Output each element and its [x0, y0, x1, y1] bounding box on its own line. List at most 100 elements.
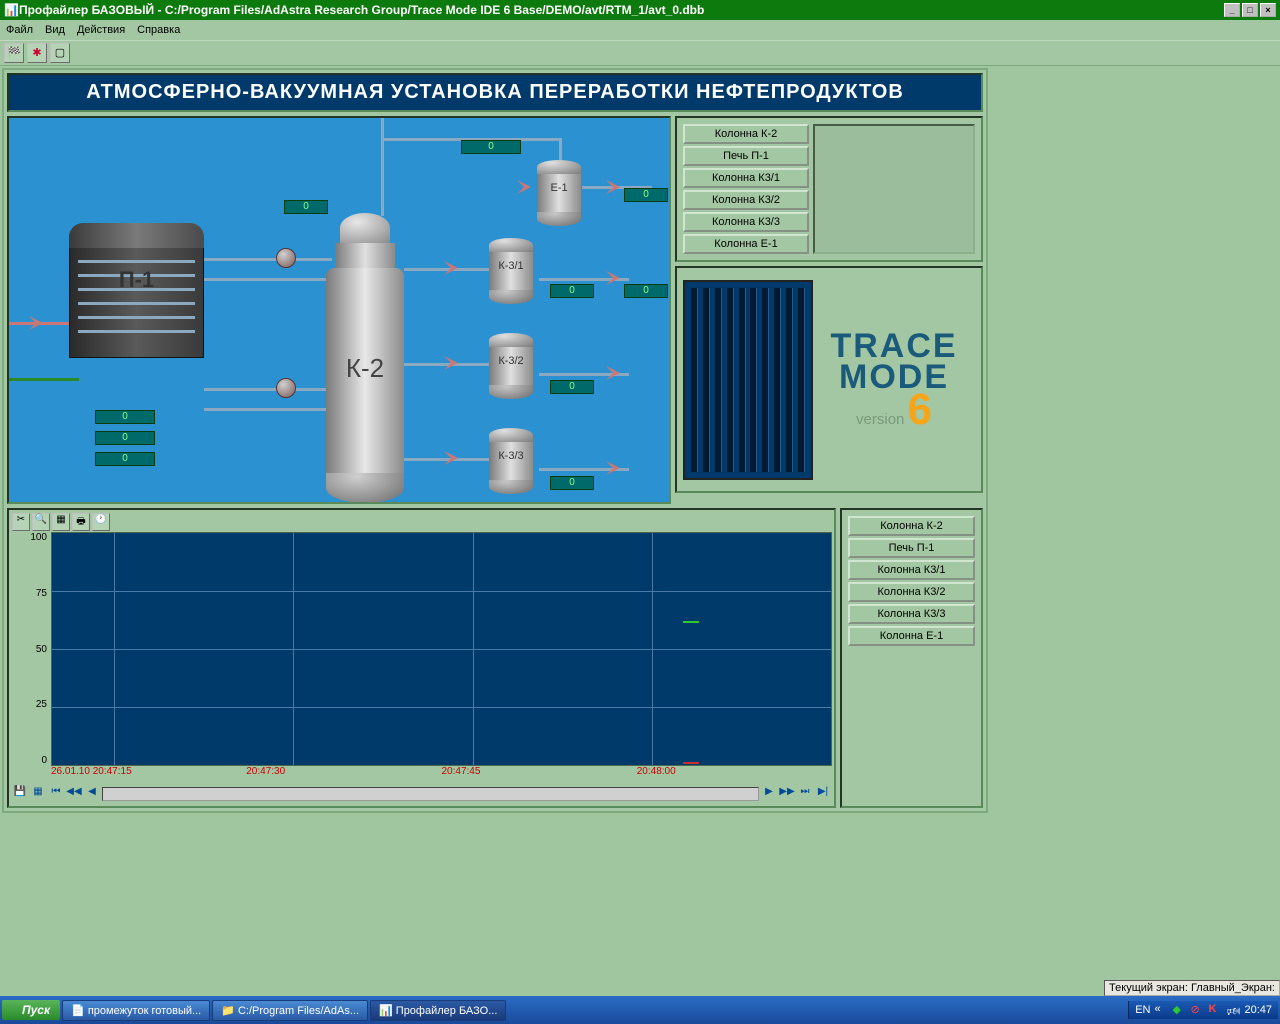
menubar: Файл Вид Дeйствия Справка	[0, 20, 1280, 40]
pump-icon[interactable]	[276, 248, 296, 268]
trend-save-icon[interactable]: 💾	[12, 786, 28, 802]
vessel-e1[interactable]: Е-1	[537, 160, 581, 226]
readout: 0	[550, 380, 594, 394]
trend-back-icon[interactable]: ◀	[84, 786, 100, 802]
maximize-button[interactable]: □	[1242, 3, 1258, 17]
pipe	[204, 278, 332, 281]
taskbar: Пуск 📄 промежуток готовый... 📁 C:/Progra…	[0, 996, 1280, 1024]
trend-tool-table-icon[interactable]: ▦	[52, 513, 70, 531]
start-button[interactable]: Пуск	[2, 1000, 60, 1020]
nav-btn-k33[interactable]: Колонна К3/3	[683, 212, 809, 232]
valve-icon[interactable]	[444, 451, 458, 465]
pipe-outlet	[9, 378, 79, 381]
menu-view[interactable]: Вид	[45, 24, 65, 36]
valve-icon[interactable]	[606, 271, 620, 285]
trend-prev-icon[interactable]: ◀◀	[66, 786, 82, 802]
trend-panel: ✂ 🔍 ▦ 🖶 🕐 100 75 50 25 0	[7, 508, 836, 808]
plot-mark-green	[683, 621, 699, 623]
vessel-k31[interactable]: К-3/1	[489, 238, 533, 304]
trend-tool-cut-icon[interactable]: ✂	[12, 513, 30, 531]
trend-controls: 💾 ▦ ⏮ ◀◀ ◀ ▶ ▶▶ ⏭ ▶|	[11, 784, 832, 804]
logo-panel: TRACE MODE version 6	[675, 266, 983, 493]
nav-panel-bottom: Колонна К-2 Печь П-1 Колонна К3/1 Колонн…	[840, 508, 983, 808]
tray-lang[interactable]: EN	[1135, 1004, 1150, 1016]
trend-cal-icon[interactable]: ▦	[30, 786, 46, 802]
vessel-k32[interactable]: К-3/2	[489, 333, 533, 399]
trend-scrollbar[interactable]	[102, 787, 759, 801]
vessel-k2[interactable]: К-2	[326, 213, 404, 503]
nav2-btn-p1[interactable]: Печь П-1	[848, 538, 975, 558]
readout: 0	[461, 140, 521, 154]
tray-vol-icon[interactable]: 🕬	[1226, 1003, 1240, 1017]
tray-block-icon[interactable]: ⊘	[1190, 1003, 1204, 1017]
tool-flag-icon[interactable]: 🏁	[4, 43, 24, 63]
y-tick: 75	[11, 588, 47, 599]
nav2-btn-k2[interactable]: Колонна К-2	[848, 516, 975, 536]
tray-shield-icon[interactable]: ◆	[1172, 1003, 1186, 1017]
pump-icon[interactable]	[276, 378, 296, 398]
trend-first-icon[interactable]: ⏮	[48, 786, 64, 802]
vessel-e1-label: Е-1	[537, 182, 581, 194]
tool-screen-icon[interactable]: ▢	[50, 43, 70, 63]
trend-next-icon[interactable]: ▶▶	[779, 786, 795, 802]
x-tick: 20:48:00	[637, 766, 832, 784]
taskbar-item-label: Профайлер БАЗО...	[396, 1005, 498, 1017]
y-tick: 25	[11, 699, 47, 710]
app-icon: 📊	[4, 3, 19, 17]
logo-6: 6	[907, 385, 931, 434]
trend-tool-clock-icon[interactable]: 🕐	[92, 513, 110, 531]
trend-play-icon[interactable]: ▶|	[815, 786, 831, 802]
vessel-k2-label: К-2	[326, 353, 404, 384]
nav-btn-e1[interactable]: Колонна Е-1	[683, 234, 809, 254]
menu-file[interactable]: Файл	[6, 24, 33, 36]
readout: 0	[95, 431, 155, 445]
vessel-p1[interactable]: П-1	[69, 223, 204, 358]
scada-window: АТМОСФЕРНО-ВАКУУМНАЯ УСТАНОВКА ПЕРЕРАБОТ…	[2, 68, 988, 813]
nav-btn-k2[interactable]: Колонна К-2	[683, 124, 809, 144]
process-diagram: П-1 К-2 Е-1	[7, 116, 671, 504]
vessel-k32-label: К-3/2	[489, 355, 533, 367]
nav2-btn-e1[interactable]: Колонна Е-1	[848, 626, 975, 646]
pipe	[381, 118, 384, 216]
menu-help[interactable]: Справка	[137, 24, 180, 36]
minimize-button[interactable]: _	[1224, 3, 1240, 17]
tray-arrow-icon[interactable]: «	[1154, 1003, 1168, 1017]
trend-tool-print-icon[interactable]: 🖶	[72, 513, 90, 531]
valve-icon[interactable]	[29, 316, 43, 330]
nav-btn-k31[interactable]: Колонна К3/1	[683, 168, 809, 188]
nav2-btn-k33[interactable]: Колонна К3/3	[848, 604, 975, 624]
trend-fwd-icon[interactable]: ▶	[761, 786, 777, 802]
readout: 0	[624, 284, 668, 298]
valve-icon[interactable]	[444, 356, 458, 370]
trend-plot[interactable]	[51, 532, 832, 766]
nav-btn-k32[interactable]: Колонна К3/2	[683, 190, 809, 210]
valve-icon[interactable]	[517, 180, 531, 194]
taskbar-item[interactable]: 📄 промежуток готовый...	[62, 1000, 210, 1021]
tool-run-icon[interactable]: ✱	[27, 43, 47, 63]
valve-icon[interactable]	[606, 180, 620, 194]
readout: 0	[284, 200, 328, 214]
nav2-btn-k31[interactable]: Колонна К3/1	[848, 560, 975, 580]
taskbar-item-active[interactable]: 📊 Профайлер БАЗО...	[370, 1000, 506, 1021]
close-button[interactable]: ×	[1260, 3, 1276, 17]
nav-btn-p1[interactable]: Печь П-1	[683, 146, 809, 166]
x-tick: 26.01.10 20:47:15	[51, 766, 246, 784]
vessel-k33[interactable]: К-3/3	[489, 428, 533, 494]
tray-k-icon[interactable]: K	[1208, 1003, 1222, 1017]
taskbar-item[interactable]: 📁 C:/Program Files/AdAs...	[212, 1000, 368, 1021]
valve-icon[interactable]	[606, 366, 620, 380]
trend-tool-zoom-icon[interactable]: 🔍	[32, 513, 50, 531]
menu-actions[interactable]: Дeйствия	[77, 24, 125, 36]
valve-icon[interactable]	[606, 461, 620, 475]
tray-clock[interactable]: 20:47	[1244, 1004, 1272, 1016]
nav2-btn-k32[interactable]: Колонна К3/2	[848, 582, 975, 602]
readout: 0	[550, 476, 594, 490]
x-tick: 20:47:45	[442, 766, 637, 784]
valve-icon[interactable]	[444, 261, 458, 275]
trend-last-icon[interactable]: ⏭	[797, 786, 813, 802]
toolbar: 🏁 ✱ ▢	[0, 40, 1280, 66]
cooler-icon	[683, 280, 813, 480]
window-title: Профайлер БАЗОВЫЙ - C:/Program Files/AdA…	[19, 3, 1224, 17]
pipe	[204, 258, 332, 261]
vessel-k31-label: К-3/1	[489, 260, 533, 272]
